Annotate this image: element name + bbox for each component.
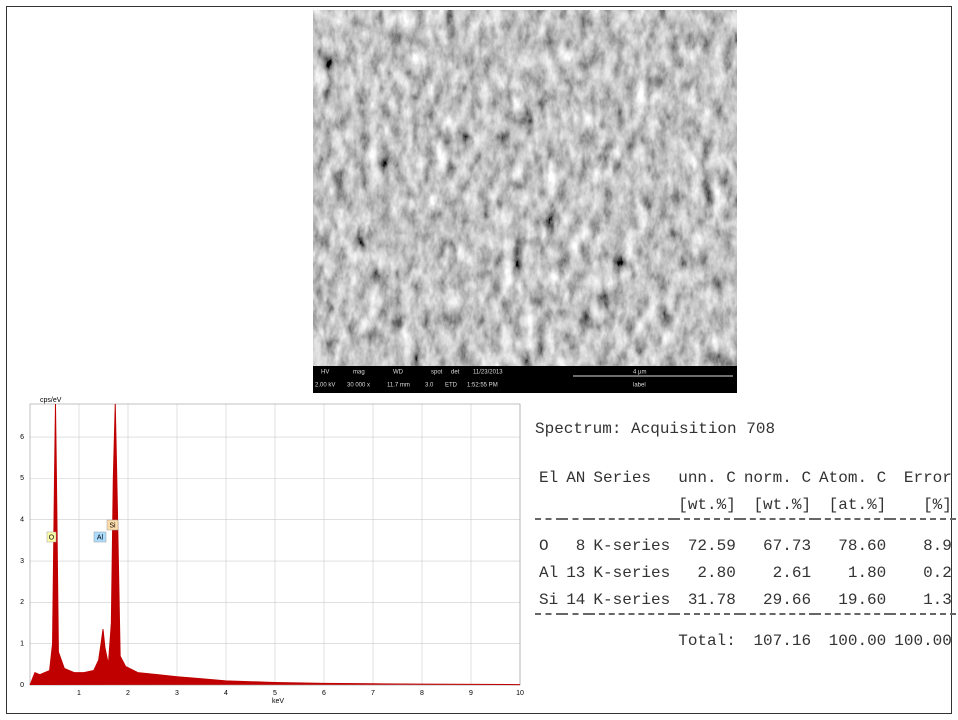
cell: 2.61 [772, 563, 812, 582]
peak-box [106, 519, 119, 531]
info-header: WD [393, 370, 404, 376]
cell: Si [539, 590, 559, 609]
header-cell: unn. C [678, 468, 736, 487]
x-tick-label: 2 [126, 690, 130, 697]
y-tick-label: 5 [20, 475, 24, 482]
info-value: label [633, 383, 646, 389]
info-bar [313, 366, 737, 393]
data-row: O 8 K-series 72.59 67.73 78.60 8.9 [535, 532, 956, 559]
total-label: Total: [678, 631, 736, 650]
x-tick-label: 3 [175, 690, 179, 697]
x-tick-label: 4 [224, 690, 228, 697]
info-bar-text: HV 2.00 kV mag 30 000 x WD 11.7 mm spot 3.0 det E… [315, 370, 733, 389]
units-cell: [at.%] [828, 495, 887, 514]
cell: 1.3 [923, 590, 952, 609]
units-cell: [wt.%] [753, 495, 812, 514]
info-value: ETD [445, 383, 458, 389]
info-value: 11.7 mm [387, 383, 410, 389]
cell: O [539, 536, 549, 555]
cell: 72.59 [687, 536, 736, 555]
units-row: [wt.%] [wt.%] [at.%] [%] [535, 491, 956, 519]
cell: 14 [566, 590, 586, 609]
header-cell: Error [903, 468, 952, 487]
results-table: Spectrum: Acquisition 708 El AN Series unn.… [535, 420, 956, 654]
total-cell: 100.00 [828, 631, 887, 650]
y-axis-title: cps/eV [40, 397, 62, 404]
spacer [535, 627, 589, 654]
info-header: spot [431, 370, 443, 376]
x-tick-label: 1 [77, 690, 81, 697]
cell: 8.9 [923, 536, 952, 555]
data-row: Si 14 K-series 31.78 29.66 19.60 1.3 [535, 586, 956, 614]
total-cell: 100.00 [894, 631, 952, 650]
cell: 31.78 [687, 590, 736, 609]
y-tick-label: 1 [20, 641, 24, 648]
divider [535, 518, 956, 532]
cell: 67.73 [763, 536, 812, 555]
header-cell: AN [566, 468, 586, 487]
info-header: 11/23/2013 [473, 370, 503, 376]
units-cell: [%] [923, 495, 952, 514]
spacer [535, 491, 674, 519]
y-tick-label: 2 [20, 599, 24, 606]
table-title: Spectrum: Acquisition 708 [535, 420, 776, 438]
x-axis-title: keV [272, 698, 284, 705]
cell: 19.60 [838, 590, 887, 609]
header-cell: norm. C [743, 468, 812, 487]
plot-bg [14, 395, 526, 707]
dash-line [535, 518, 956, 532]
cell: K-series [593, 536, 671, 555]
header-cell: El [539, 468, 559, 487]
x-tick-label: 7 [371, 690, 375, 697]
x-tick-label: 8 [420, 690, 424, 697]
plot-frame [29, 403, 521, 686]
info-value: 2.00 kV [315, 383, 335, 389]
micrograph [313, 10, 737, 366]
y-tick-label: 6 [20, 434, 24, 441]
dash-line [535, 613, 956, 627]
cell: 13 [566, 563, 586, 582]
frame [6, 6, 952, 714]
header-cell: Atom. C [819, 468, 887, 487]
table: El AN Series unn. C norm. C Atom. C Error [wt.%… [535, 464, 956, 654]
info-header: mag [353, 370, 365, 376]
y-tick-label: 4 [20, 517, 24, 524]
cell: 8 [575, 536, 586, 555]
peak-box [46, 531, 57, 543]
units-cell: [wt.%] [678, 495, 736, 514]
info-header: 4 µm [633, 370, 646, 376]
x-tick-label: 6 [322, 690, 326, 697]
cell: Al [539, 563, 559, 582]
peak-label: Si [109, 522, 116, 529]
total-cell: 107.16 [753, 631, 812, 650]
info-value: 30 000 x [347, 383, 370, 389]
y-tick-label: 3 [20, 558, 24, 565]
cell: 78.60 [838, 536, 887, 555]
spectrum-chart: cps/eV keV 1 2 3 4 5 6 7 8 9 10 0 1 2 3 4 5 6 O Al Si [14, 395, 526, 707]
divider [535, 613, 956, 627]
x-tick-label: 10 [516, 690, 524, 697]
sem-image: HV 2.00 kV mag 30 000 x WD 11.7 mm spot 3.0 det E… [313, 10, 737, 393]
cell: 29.66 [763, 590, 812, 609]
info-value: 1:52:55 PM [467, 383, 498, 389]
cell: 0.2 [923, 563, 952, 582]
info-value: 3.0 [425, 383, 434, 389]
cell: K-series [593, 563, 671, 582]
cell: K-series [593, 590, 671, 609]
x-tick-label: 9 [469, 690, 473, 697]
data-row: Al 13 K-series 2.80 2.61 1.80 0.2 [535, 559, 956, 586]
total-row: Total: 107.16 100.00 100.00 [535, 627, 956, 654]
peak-label: Al [97, 534, 104, 541]
header-row: El AN Series unn. C norm. C Atom. C Error [535, 464, 956, 491]
header-cell: Series [593, 468, 652, 487]
info-header: HV [321, 370, 329, 376]
y-tick-label: 0 [20, 682, 24, 689]
peak-label: O [49, 534, 55, 541]
x-tick-label: 5 [273, 690, 277, 697]
cell: 1.80 [847, 563, 887, 582]
info-header: det [451, 370, 460, 376]
cell: 2.80 [697, 563, 736, 582]
peak-box [93, 531, 107, 543]
